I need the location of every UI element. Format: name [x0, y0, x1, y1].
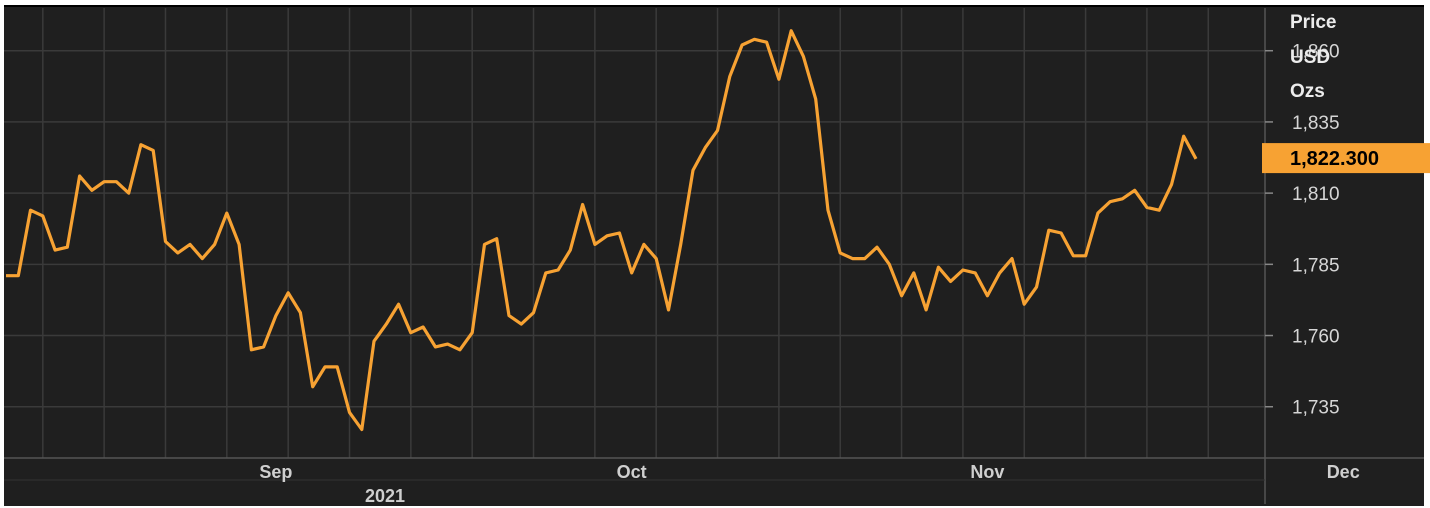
price-line [6, 29, 1198, 432]
y-axis: 1,735 1,760 1,785 1,810 1,835 1,860 [1265, 42, 1340, 419]
axis-header-unit: Ozs [1290, 81, 1325, 102]
grid [4, 8, 1424, 504]
y-tick-label: 1,760 [1292, 327, 1340, 348]
y-tick-label: 1,785 [1292, 255, 1340, 276]
y-tick-label: 1,810 [1292, 184, 1340, 205]
y-tick-label: 1,835 [1292, 113, 1340, 134]
x-axis: Sep Oct Nov Dec [259, 462, 1359, 482]
year-label: 2021 [365, 486, 405, 506]
last-value-label: 1,822.300 [1290, 148, 1379, 170]
y-tick-label: 1,735 [1292, 398, 1340, 419]
y-tick-label: 1,860 [1292, 42, 1340, 63]
x-tick-label: Oct [617, 462, 647, 482]
x-tick-label: Sep [259, 462, 292, 482]
x-tick-label: Nov [970, 462, 1004, 482]
x-tick-label: Dec [1327, 462, 1360, 482]
last-value-badge [1262, 143, 1430, 174]
axis-header-price: Price [1290, 12, 1336, 33]
axis-header-currency: USD [1290, 47, 1330, 68]
